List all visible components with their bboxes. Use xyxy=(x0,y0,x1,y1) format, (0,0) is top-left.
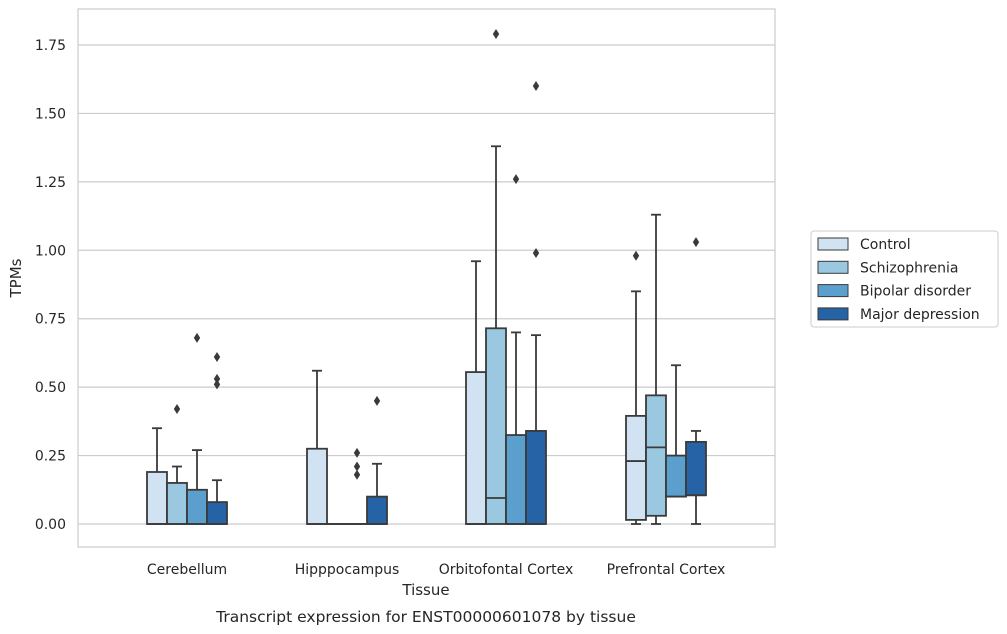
y-tick-label: 0.00 xyxy=(35,517,66,533)
legend: Control Schizophrenia Bipolar disorder Majo… xyxy=(810,230,999,328)
gridlines xyxy=(78,44,775,525)
box-control xyxy=(625,250,647,525)
plot-area-frame xyxy=(77,8,776,548)
box-iqr xyxy=(645,394,667,517)
box-iqr xyxy=(465,371,487,525)
legend-label: Bipolar disorder xyxy=(860,284,971,300)
y-axis-title: TPMs xyxy=(7,258,25,298)
outlier-point xyxy=(353,469,361,480)
box-bipolar-disorder xyxy=(186,332,208,525)
box-control xyxy=(306,369,328,525)
legend-swatch xyxy=(817,284,849,298)
box-iqr xyxy=(665,454,687,498)
outlier-point xyxy=(173,404,181,415)
legend-label: Schizophrenia xyxy=(860,260,958,276)
legend-swatch xyxy=(817,237,849,251)
x-tick-label: Orbitofontal Cortex xyxy=(439,562,574,578)
legend-swatch xyxy=(817,260,849,274)
outlier-point xyxy=(512,174,520,185)
x-tick-label: Cerebellum xyxy=(147,562,227,578)
box-iqr xyxy=(525,430,547,525)
outlier-point xyxy=(373,395,381,406)
y-axis-ticks: 0.00 0.25 0.50 0.75 1.00 1.25 1.50 1.75 xyxy=(35,38,66,533)
legend-label: Control xyxy=(860,237,911,253)
box-iqr xyxy=(166,482,188,525)
chart-caption: Transcript expression for ENST0000060107… xyxy=(215,608,636,626)
box-control xyxy=(465,260,487,525)
y-tick-label: 1.75 xyxy=(35,38,66,54)
outlier-point xyxy=(213,373,221,384)
outlier-point xyxy=(353,447,361,458)
box-schizophrenia xyxy=(485,29,507,525)
outlier-point xyxy=(532,248,540,259)
y-tick-label: 0.25 xyxy=(35,449,66,465)
box-iqr xyxy=(485,327,507,525)
x-axis-title: Tissue xyxy=(401,581,449,599)
box-major-depression xyxy=(206,352,228,525)
outlier-point xyxy=(193,332,201,343)
x-tick-label: Prefrontal Cortex xyxy=(607,562,726,578)
legend-label: Major depression xyxy=(860,307,980,323)
legend-frame xyxy=(810,230,999,328)
outlier-point xyxy=(532,81,540,92)
box-major-depression xyxy=(366,395,388,525)
box-bipolar-disorder xyxy=(665,364,687,498)
box-bipolar-disorder xyxy=(346,447,368,525)
box-iqr xyxy=(146,471,168,525)
box-iqr xyxy=(685,440,707,497)
outlier-point xyxy=(213,379,221,390)
box-iqr xyxy=(186,488,208,525)
y-tick-label: 1.00 xyxy=(35,243,66,259)
y-tick-label: 0.50 xyxy=(35,380,66,396)
box-iqr xyxy=(306,447,328,525)
boxes xyxy=(146,29,707,525)
x-axis-ticks: Cerebellum Hipppocampus Orbitofontal Corte… xyxy=(147,562,725,578)
box-bipolar-disorder xyxy=(505,174,527,525)
box-major-depression xyxy=(525,81,547,525)
box-iqr xyxy=(625,414,647,521)
outlier-point xyxy=(213,352,221,363)
outlier-point xyxy=(353,461,361,472)
y-tick-label: 1.50 xyxy=(35,106,66,122)
box-major-depression xyxy=(685,237,707,525)
box-iqr xyxy=(206,501,228,525)
box-schizophrenia xyxy=(166,404,188,525)
outlier-point xyxy=(632,250,640,261)
box-control xyxy=(146,427,168,525)
outlier-point xyxy=(692,237,700,248)
box-iqr xyxy=(366,495,388,525)
y-tick-label: 0.75 xyxy=(35,312,66,328)
y-tick-label: 1.25 xyxy=(35,175,66,191)
legend-swatch xyxy=(817,307,849,321)
outlier-point xyxy=(492,29,500,40)
box-schizophrenia xyxy=(645,213,667,525)
x-tick-label: Hipppocampus xyxy=(295,562,400,578)
box-iqr xyxy=(505,434,527,525)
